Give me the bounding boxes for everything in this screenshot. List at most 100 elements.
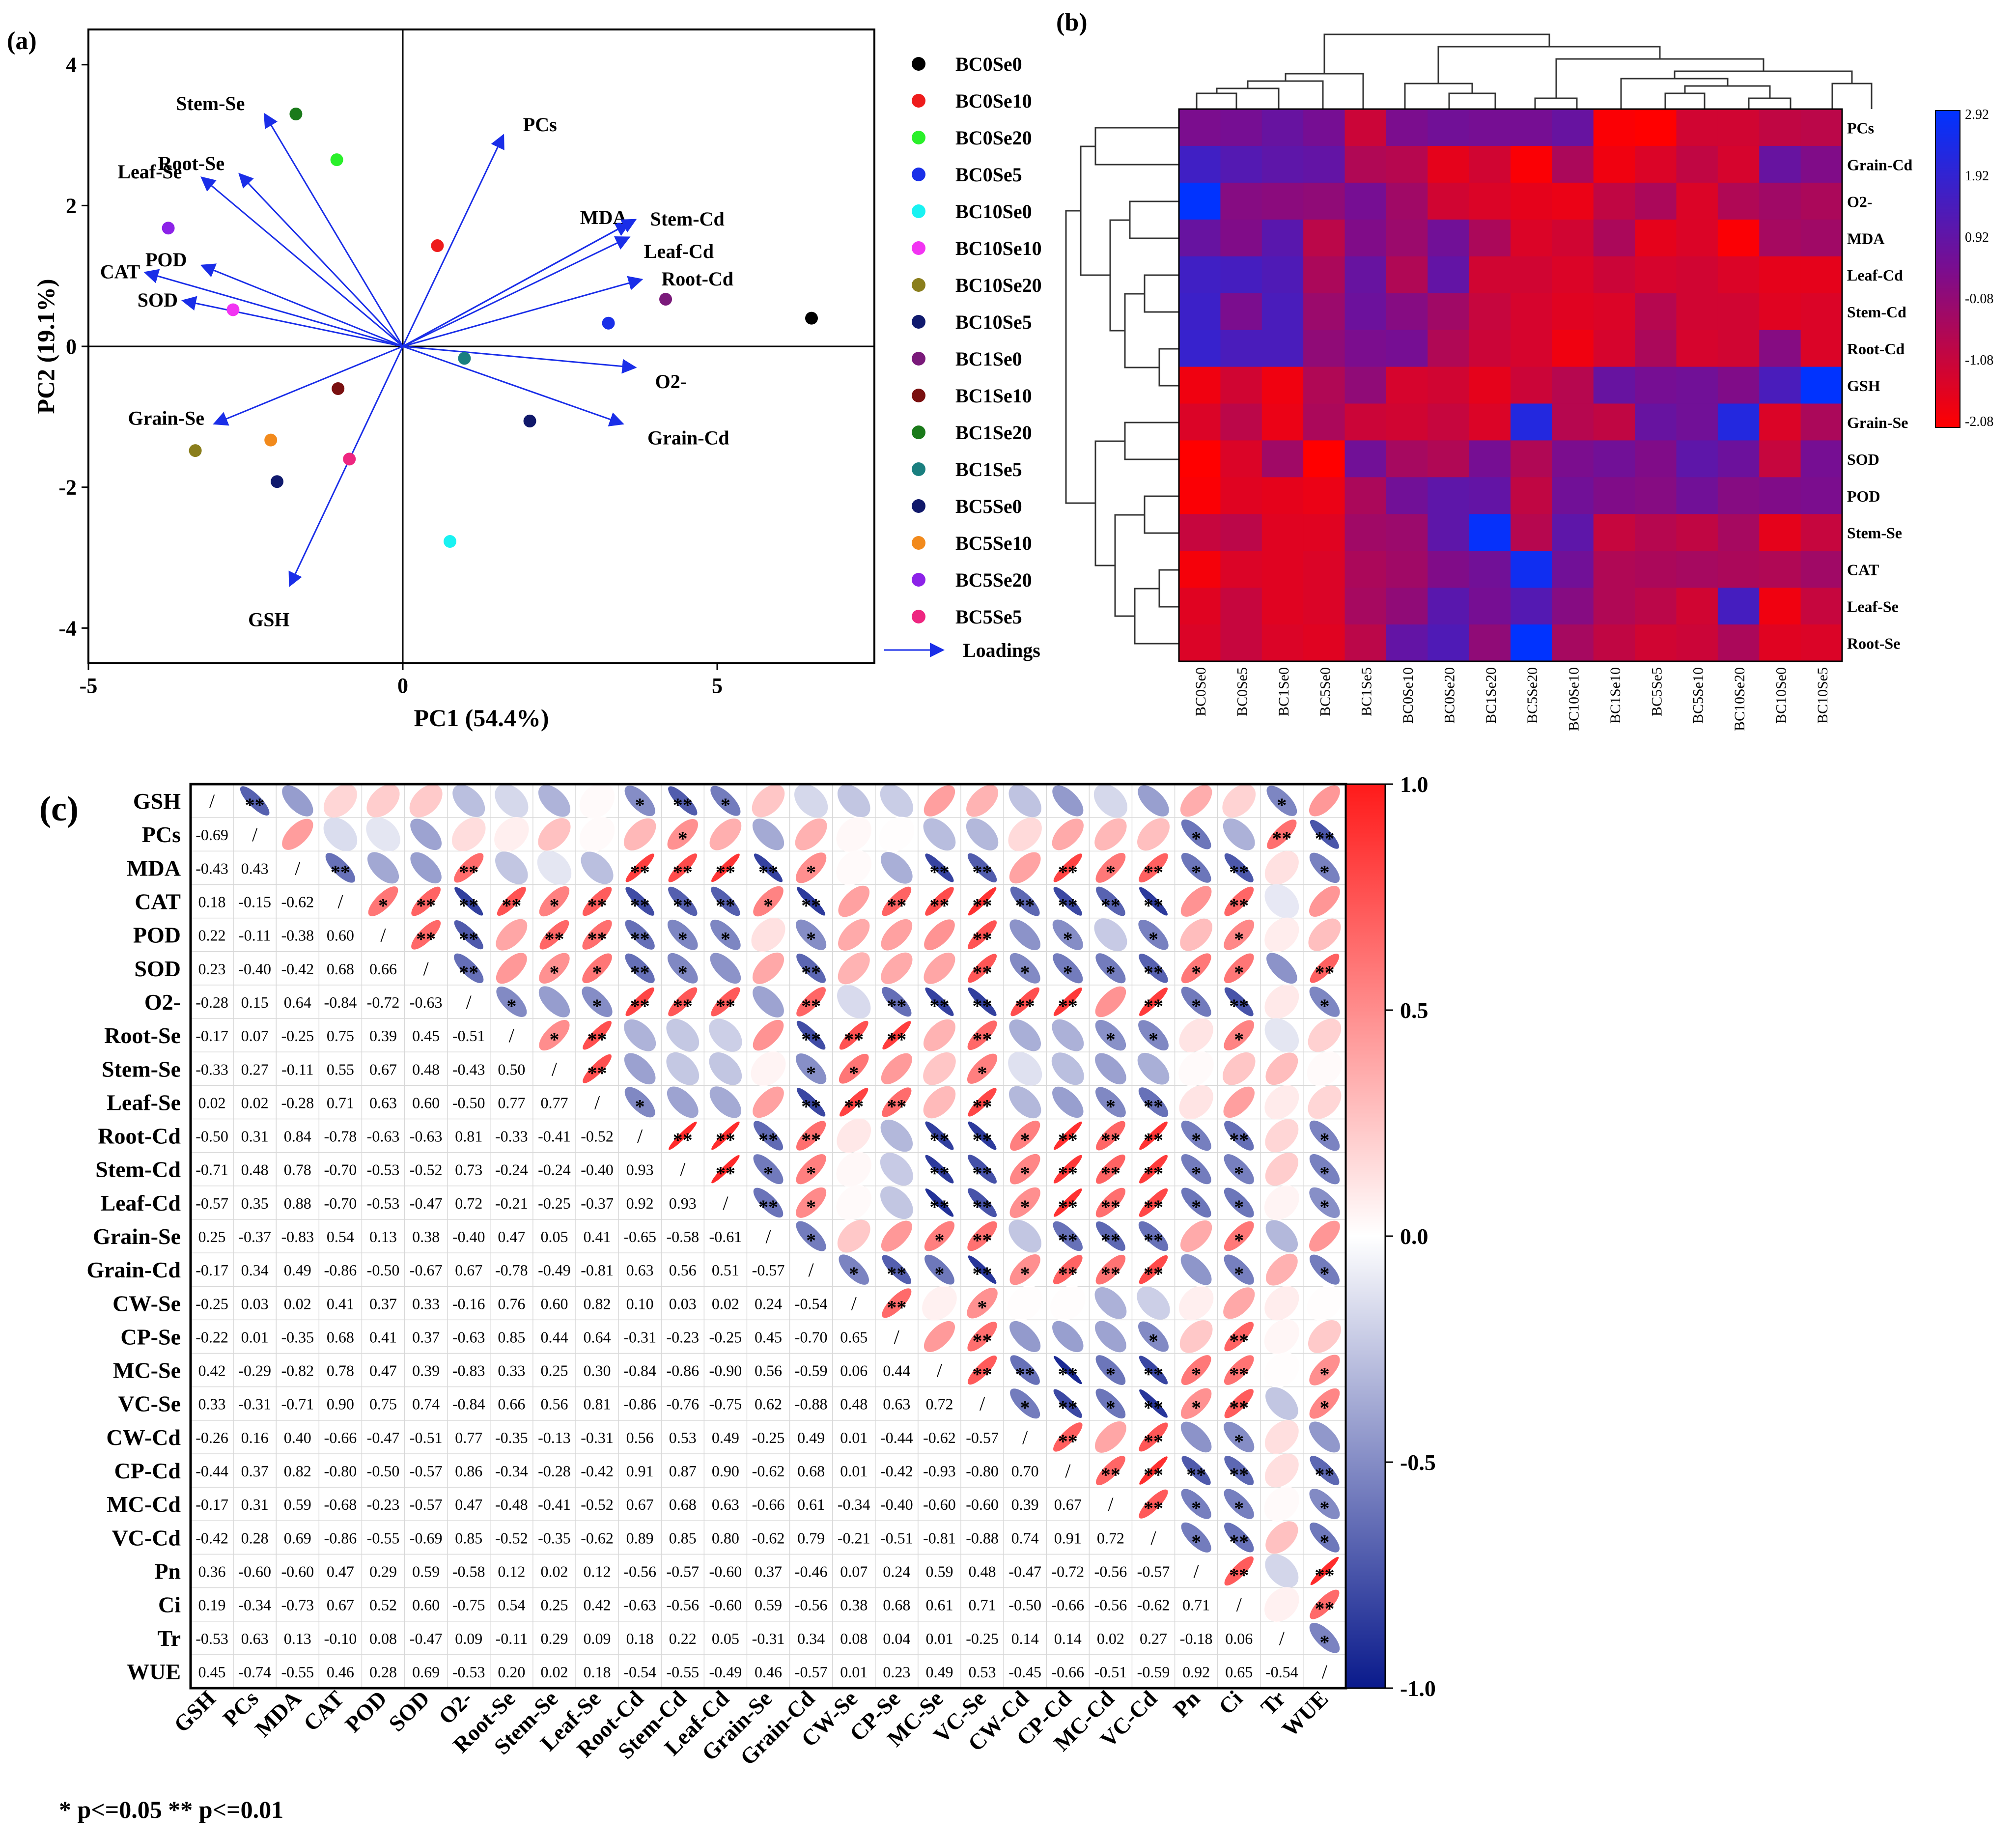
corr-ellipse-leaf-se-cw-se [840, 1088, 868, 1117]
diagonal-cp-se-cp-se: / [894, 1326, 900, 1348]
x-tick-label: 5 [712, 674, 723, 698]
corr-ellipse-stem-se-cw-se [839, 1053, 869, 1084]
corr-ellipse-o2-leaf-cd [711, 987, 740, 1017]
corr-value-leaf-cd-pcs: 0.35 [241, 1194, 269, 1212]
corr-value-vc-se-root-cd: -0.86 [623, 1395, 656, 1413]
cell-pcs-bc1se10 [1593, 109, 1635, 146]
cell-o2-bc0se5 [1220, 182, 1262, 220]
corr-ellipse-gsh-mc-cd [1093, 784, 1127, 818]
significance-mc-cd-pn: * [1191, 1497, 1201, 1519]
significance-sod-vc-se: ** [973, 961, 992, 984]
corr-ellipse-gsh-cat [323, 784, 357, 818]
significance-sod-cp-cd: * [1063, 961, 1073, 984]
corr-ellipse-cat-root-se [497, 887, 526, 916]
cell-stem-cd-bc5se0 [1303, 293, 1345, 331]
cell-pod-bc0se5 [1220, 477, 1262, 514]
cell-cat-bc1se20 [1469, 551, 1511, 588]
corr-value-cp-se-cat: 0.68 [327, 1328, 354, 1346]
corr-value-cp-cd-root-cd: 0.91 [626, 1462, 654, 1480]
corr-value-cw-se-stem-cd: 0.03 [669, 1295, 697, 1312]
corr-value-cp-se-root-se: 0.85 [498, 1328, 525, 1346]
legend-label-bc5se0: BC5Se0 [955, 495, 1022, 517]
corr-value-ci-o2: -0.75 [452, 1596, 485, 1614]
column-label-ci: Ci [1214, 1686, 1248, 1720]
cell-stem-se-bc5se5 [1635, 514, 1677, 551]
corr-value-mc-cd-grain-se: -0.66 [752, 1496, 785, 1513]
loading-arrow-sod [181, 296, 403, 347]
significance-cat-pod: * [378, 895, 388, 917]
cell-mda-bc0se0 [1179, 219, 1221, 257]
corr-value-stem-cd-root-cd: 0.93 [626, 1161, 654, 1179]
cell-sod-bc1se10 [1593, 440, 1635, 478]
significance-mda-cat: ** [331, 861, 350, 883]
cell-stem-cd-bc10se5 [1800, 293, 1843, 331]
corr-value-grain-se-mda: -0.83 [281, 1228, 314, 1245]
cell-mda-bc0se5 [1220, 219, 1262, 257]
significance-stem-se-cw-se: * [849, 1062, 859, 1084]
cell-o2-bc5se5 [1635, 182, 1677, 220]
cell-root-cd-bc5se10 [1676, 330, 1718, 368]
loading-label-pod: POD [145, 249, 187, 271]
corr-value-cw-cd-pcs: 0.16 [241, 1429, 269, 1446]
significance-mc-se-cw-cd: ** [1015, 1363, 1035, 1386]
corr-ellipse-pcs-cat [323, 817, 358, 851]
cell-grain-cd-bc10se5 [1800, 145, 1843, 183]
corr-value-root-cd-mda: 0.84 [284, 1128, 311, 1145]
cell-grain-se-bc10se20 [1717, 403, 1760, 441]
significance-pn-ci: ** [1229, 1564, 1249, 1586]
cell-pcs-bc1se5 [1344, 109, 1387, 146]
corr-ellipse-pcs-ci [1223, 818, 1255, 850]
diagonal-mda-mda: / [295, 857, 301, 879]
significance-sod-mc-cd: * [1106, 961, 1116, 984]
corr-ellipse-pcs-grain-se [752, 819, 784, 850]
cell-pcs-bc1se0 [1261, 109, 1304, 146]
cell-cat-bc0se0 [1179, 551, 1221, 588]
panel-b-frame [1178, 108, 1843, 662]
corr-ellipse-root-cd-mc-se [925, 1121, 954, 1150]
cell-pcs-bc0se10 [1386, 109, 1428, 146]
significance-leaf-cd-mc-se: ** [929, 1196, 949, 1218]
row-label-pcs: PCs [142, 822, 181, 847]
corr-ellipse-stem-cd-pn [1181, 1154, 1211, 1185]
corr-ellipse-pod-vc-cd [1138, 919, 1169, 950]
significance-cw-cd-vc-cd: ** [1144, 1430, 1163, 1452]
significance-mda-grain-se: ** [758, 861, 778, 883]
significance-sod-stem-cd: * [678, 961, 688, 984]
corr-value-grain-se-root-se: 0.47 [498, 1228, 525, 1245]
x-tick-label: -5 [80, 674, 98, 698]
significance-vc-se-wue: * [1319, 1397, 1329, 1419]
corr-ellipse-stem-cd-vc-se [968, 1155, 997, 1184]
corr-ellipse-stem-se-leaf-cd [709, 1052, 742, 1085]
cell-gsh-bc1se5 [1344, 367, 1387, 404]
corr-ellipse-root-cd-ci [1224, 1121, 1254, 1151]
corr-ellipse-mda-stem-se [537, 850, 572, 885]
corr-value-vc-cd-cp-cd: 0.91 [1054, 1529, 1082, 1547]
row-label-pcs: PCs [1847, 119, 1874, 137]
cell-stem-se-bc10se5 [1800, 514, 1843, 551]
corr-value-stem-cd-o2: 0.73 [455, 1161, 482, 1179]
significance-cp-cd-wue: ** [1315, 1464, 1334, 1486]
corr-value-stem-se-pod: 0.67 [369, 1060, 397, 1078]
cell-stem-cd-bc1se5 [1344, 293, 1387, 331]
corr-value-cw-cd-leaf-cd: 0.49 [712, 1429, 739, 1446]
corr-ellipse-cat-grain-cd [797, 887, 826, 916]
cell-sod-bc0se0 [1179, 440, 1221, 478]
corr-ellipse-root-cd-pn [1181, 1120, 1211, 1151]
corr-ellipse-mda-vc-se [967, 853, 997, 883]
corr-value-o2-pcs: 0.15 [241, 993, 269, 1011]
row-label-root-cd: Root-Cd [98, 1124, 181, 1149]
corr-value-wue-stem-cd: -0.55 [666, 1663, 699, 1681]
corr-ellipse-root-se-stem-cd [666, 1018, 700, 1052]
cell-grain-se-bc1se0 [1261, 403, 1304, 441]
row-label-cat: CAT [1847, 561, 1879, 579]
corr-ellipse-mda-pod [367, 852, 399, 884]
significance-stem-cd-leaf-cd: ** [716, 1162, 735, 1185]
corr-ellipse-root-cd-leaf-cd [711, 1121, 740, 1150]
row-label-stem-cd: Stem-Cd [1847, 303, 1906, 321]
corr-ellipse-gsh-sod [409, 784, 443, 818]
significance-cat-o2: ** [459, 895, 478, 917]
corr-value-wue-tr: -0.54 [1265, 1663, 1298, 1681]
significance-sod-leaf-se: * [592, 961, 602, 984]
corr-value-cp-cd-vc-se: -0.80 [966, 1462, 999, 1480]
corr-value-sod-gsh: 0.23 [198, 960, 226, 978]
